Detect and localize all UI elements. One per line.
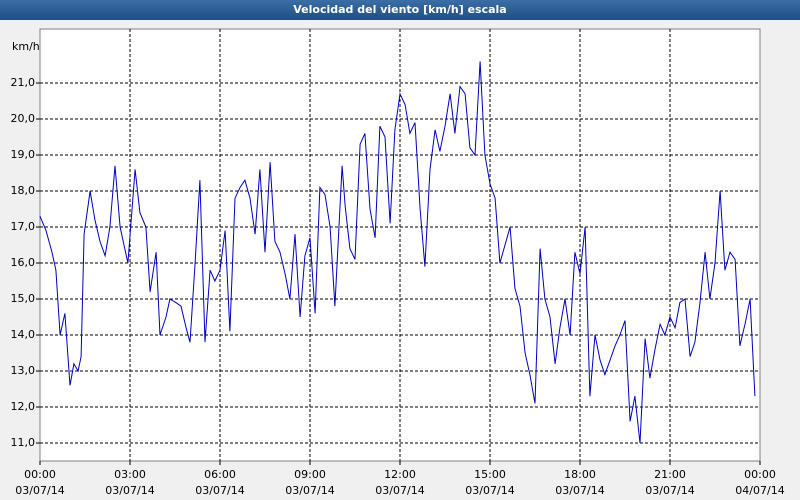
x-tick-date: 03/07/14 [15, 484, 64, 497]
y-tick-label: 19,0 [11, 148, 36, 161]
y-tick-label: 12,0 [11, 400, 36, 413]
x-tick-label: 09:00 [294, 468, 326, 481]
x-tick-label: 03:00 [114, 468, 146, 481]
x-tick-date: 03/07/14 [195, 484, 244, 497]
data-line [39, 61, 756, 444]
x-tick-date: 03/07/14 [465, 484, 514, 497]
x-tick-label: 00:00 [24, 468, 56, 481]
y-tick-label: 15,0 [11, 292, 36, 305]
x-tick-date: 04/07/14 [735, 484, 784, 497]
x-tick-label: 00:00 [744, 468, 776, 481]
x-tick-label: 21:00 [654, 468, 686, 481]
chart-title: Velocidad del viento [km/h] escala [0, 0, 800, 20]
x-tick-label: 15:00 [474, 468, 506, 481]
y-tick-label: 14,0 [11, 328, 36, 341]
x-tick-date: 03/07/14 [555, 484, 604, 497]
x-tick-label: 12:00 [384, 468, 416, 481]
x-tick-date: 03/07/14 [645, 484, 694, 497]
x-tick-label: 06:00 [204, 468, 236, 481]
y-tick-label: 11,0 [11, 436, 36, 449]
y-axis-label: km/h [12, 40, 40, 53]
x-tick-label: 18:00 [564, 468, 596, 481]
y-tick-label: 17,0 [11, 220, 36, 233]
y-tick-label: 16,0 [11, 256, 36, 269]
x-tick-date: 03/07/14 [375, 484, 424, 497]
y-tick-label: 13,0 [11, 364, 36, 377]
x-tick-date: 03/07/14 [105, 484, 154, 497]
chart: km/h 11,0 12,0 13,0 14,0 15,0 16,0 17,0 18,0 19,… [0, 20, 800, 500]
y-tick-label: 20,0 [11, 112, 36, 125]
y-tick-label: 18,0 [11, 184, 36, 197]
y-tick-label: 21,0 [11, 76, 36, 89]
x-tick-date: 03/07/14 [285, 484, 334, 497]
